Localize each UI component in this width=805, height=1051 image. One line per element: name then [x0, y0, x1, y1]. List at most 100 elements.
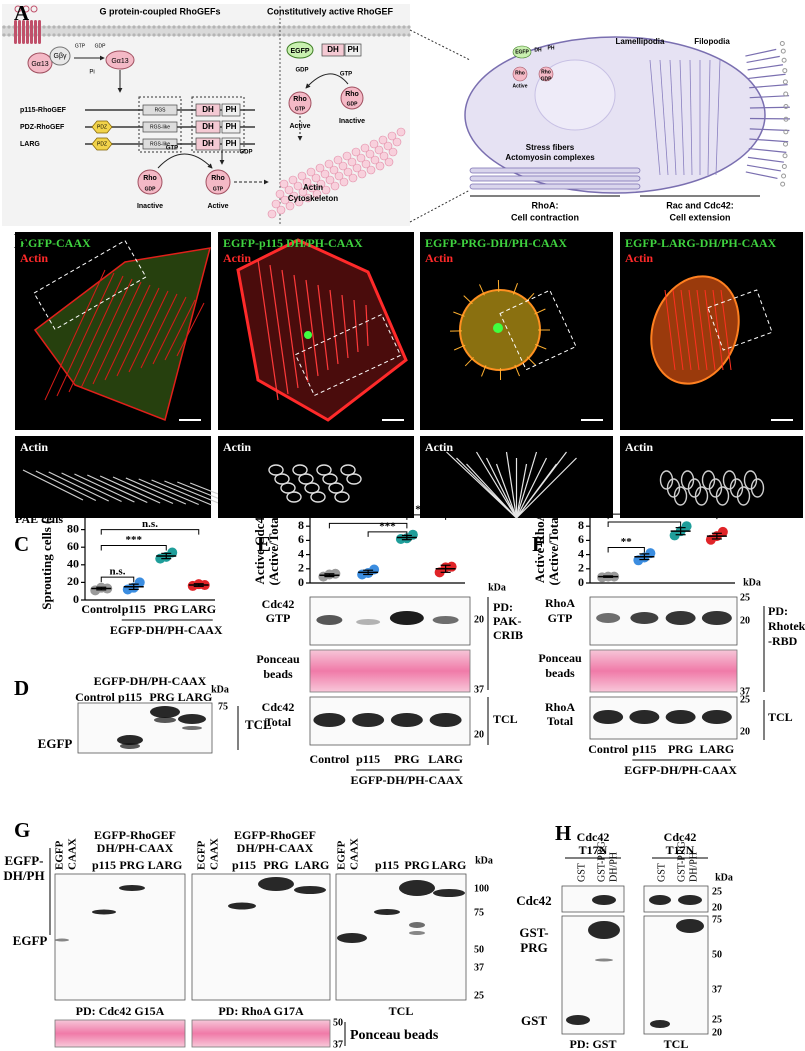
filopodium — [516, 457, 577, 519]
group-label: EGFP-DH/PH-CAAX — [351, 773, 464, 787]
label: CRIB — [493, 628, 523, 642]
lipid — [172, 33, 176, 37]
actin-fiber — [80, 278, 133, 389]
lipid — [92, 25, 96, 29]
actin-bead — [360, 143, 370, 153]
lipid — [177, 25, 181, 29]
label: EGFP — [13, 933, 48, 948]
filopodium — [464, 356, 474, 367]
significance-bracket — [328, 522, 408, 529]
band — [120, 743, 140, 749]
significance-label: **** — [357, 512, 380, 524]
label: GDP — [239, 150, 252, 156]
actin-fiber — [104, 284, 151, 381]
lipid — [132, 25, 136, 29]
band — [178, 714, 206, 724]
ph-domain — [221, 120, 241, 134]
label: PD: — [768, 604, 788, 618]
actin-fiber — [152, 296, 187, 365]
actin-bead — [280, 195, 290, 205]
actin-bead — [378, 135, 388, 145]
data-point — [681, 521, 692, 532]
lipid — [347, 25, 351, 29]
label: 75 — [474, 907, 484, 918]
x-tick-label: LARG — [181, 602, 216, 616]
ligand — [30, 5, 38, 13]
label: Ponceau — [256, 652, 300, 666]
blot — [54, 873, 186, 1001]
actin-fiber — [664, 289, 676, 371]
label: DH — [202, 105, 214, 114]
filopodium — [515, 451, 538, 519]
label: Cytoskeleton — [288, 194, 338, 203]
rho-active — [512, 66, 528, 82]
label: PD: Cdc42 G15A — [76, 1004, 165, 1018]
label: Cdc42 — [516, 893, 551, 908]
actin-fiber — [712, 289, 724, 371]
lipid — [262, 25, 266, 29]
band — [665, 611, 696, 625]
label: EGFP — [38, 736, 73, 751]
label: GDP — [541, 76, 553, 82]
band — [352, 713, 385, 727]
filopodium — [749, 106, 790, 109]
x-tick-label: PRG — [668, 742, 693, 756]
lipid — [222, 33, 226, 37]
actin-blob — [316, 464, 332, 476]
lipid — [207, 33, 211, 37]
actin-fiber — [164, 480, 225, 507]
significance-label: **** — [652, 503, 675, 515]
group-label: EGFP-DH/PH-CAAX — [110, 623, 223, 637]
label: PD: — [493, 600, 513, 614]
label: DH/PH — [688, 852, 699, 882]
label: PH — [347, 45, 358, 54]
label: G protein-coupled RhoGEFs — [100, 6, 221, 16]
filopodium — [745, 171, 778, 180]
label: beads — [545, 666, 575, 680]
micrograph-zoom — [620, 436, 803, 518]
y-tick-label: 6 — [578, 532, 584, 546]
lipid — [197, 25, 201, 29]
lipid — [2, 33, 6, 37]
label: 50 — [712, 949, 722, 960]
label: Gβγ — [54, 53, 67, 60]
zoom-line — [409, 29, 471, 223]
actin-fiber — [151, 479, 212, 506]
label: RhoA — [545, 596, 575, 610]
lipid — [167, 25, 171, 29]
label: kDa — [743, 577, 761, 588]
lipid — [327, 33, 331, 37]
label: p115 — [118, 690, 142, 704]
label: 25 — [740, 694, 750, 705]
label: 37 — [474, 684, 484, 695]
significance-label: n.s. — [110, 566, 126, 578]
lipid — [192, 33, 196, 37]
actin-bead — [361, 159, 371, 169]
dh-domain — [195, 137, 221, 151]
construct-label: EGFP-LARG-DH/PH-CAAX — [625, 236, 777, 250]
actin-blob — [750, 478, 765, 498]
lamellipodium-fiber — [649, 59, 661, 176]
significance-label: *** — [379, 520, 396, 532]
construct-label: EGFP-PRG-DH/PH-CAAX — [425, 236, 567, 250]
actin-label: Actin — [625, 251, 653, 265]
filopodium — [748, 147, 787, 153]
filopodium — [485, 457, 518, 519]
stress-fiber — [469, 167, 641, 174]
band — [390, 713, 423, 727]
lipid — [187, 25, 191, 29]
label: Active — [512, 83, 527, 89]
actin-blob — [722, 470, 737, 490]
label: 20 — [474, 729, 484, 740]
actin-fiber — [269, 264, 289, 395]
actin-blob — [334, 491, 350, 503]
actin-bead — [339, 177, 349, 187]
actin-bead — [285, 201, 295, 211]
arrow — [305, 73, 349, 89]
label: beads — [263, 667, 293, 681]
y-axis-label: (Active/Total) — [546, 509, 561, 585]
lipid — [292, 33, 296, 37]
dashed-box — [191, 96, 245, 153]
membrane — [2, 26, 410, 36]
label: LARG — [295, 858, 330, 872]
